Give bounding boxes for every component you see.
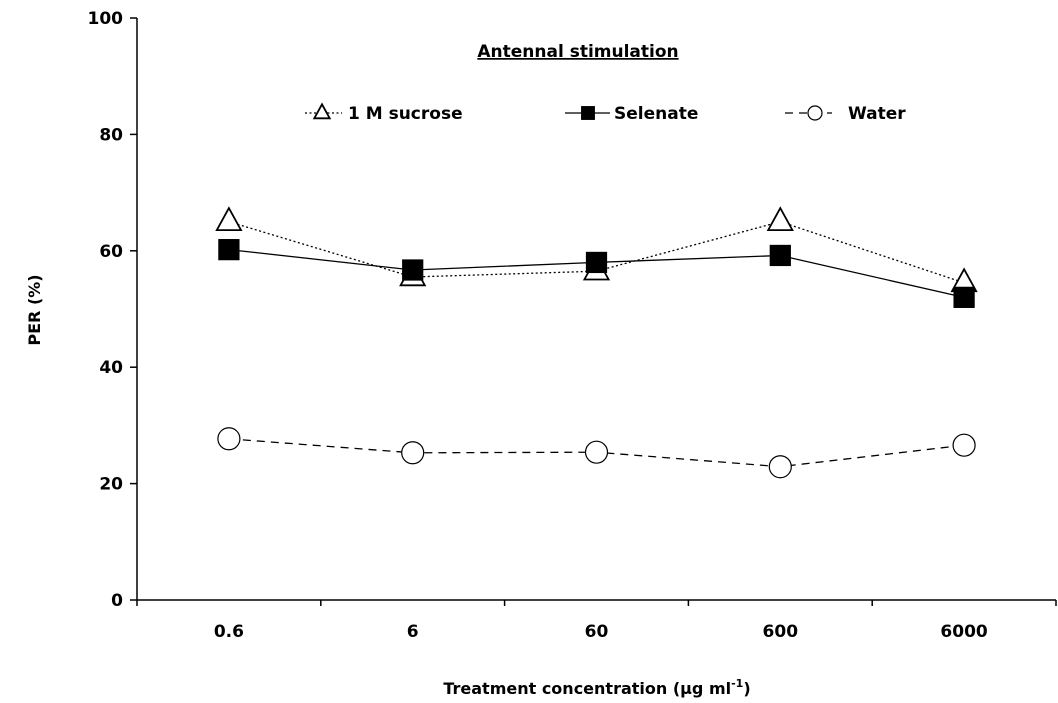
data-point-series-2 xyxy=(401,441,425,465)
legend-label: 1 M sucrose xyxy=(348,104,463,124)
x-tick-label: 6000 xyxy=(940,622,987,642)
data-point-series-0 xyxy=(766,206,794,232)
legend-marker xyxy=(312,102,332,120)
legend: 1 M sucrose Selenate Water xyxy=(305,102,906,124)
series-line-0 xyxy=(228,221,965,284)
x-tick-label: 0.6 xyxy=(214,622,244,642)
data-point-series-1 xyxy=(769,244,791,267)
data-point-series-2 xyxy=(768,455,792,479)
y-ticks: 0 20 40 60 80 100 xyxy=(88,9,137,611)
data-point-series-1 xyxy=(402,259,424,281)
x-ticks: 0.6 6 60 600 6000 xyxy=(136,600,1057,642)
legend-label: Selenate xyxy=(614,104,698,124)
y-axis-label: PER (%) xyxy=(25,274,44,345)
data-point-series-1 xyxy=(585,251,608,274)
data-point-series-1 xyxy=(953,286,975,308)
data-point-series-2 xyxy=(952,433,976,457)
y-tick-label: 0 xyxy=(111,591,123,611)
x-tick-label: 600 xyxy=(763,622,799,642)
legend-marker xyxy=(807,105,823,121)
data-point-series-2 xyxy=(584,440,609,464)
axes xyxy=(136,18,1056,601)
y-tick-label: 60 xyxy=(99,242,123,262)
y-tick-label: 80 xyxy=(99,125,123,145)
y-tick-label: 20 xyxy=(99,475,123,495)
y-tick-label: 100 xyxy=(88,9,124,29)
data-point-series-2 xyxy=(217,427,241,451)
x-tick-label: 6 xyxy=(407,622,419,642)
legend-marker xyxy=(581,106,595,120)
data-point-series-1 xyxy=(218,239,240,261)
x-tick-label: 60 xyxy=(585,622,609,642)
y-tick-label: 40 xyxy=(99,358,123,378)
legend-label: Water xyxy=(848,104,906,124)
x-axis-label: Treatment concentration (µg ml-1) xyxy=(443,677,750,698)
chart-title: Antennal stimulation xyxy=(477,42,678,62)
series-layer xyxy=(215,206,978,479)
data-point-series-0 xyxy=(215,206,243,232)
x-axis-label-superscript: -1 xyxy=(731,677,743,690)
x-axis-label-suffix: ) xyxy=(743,679,750,698)
x-axis-label-main: Treatment concentration (µg ml xyxy=(443,679,731,698)
